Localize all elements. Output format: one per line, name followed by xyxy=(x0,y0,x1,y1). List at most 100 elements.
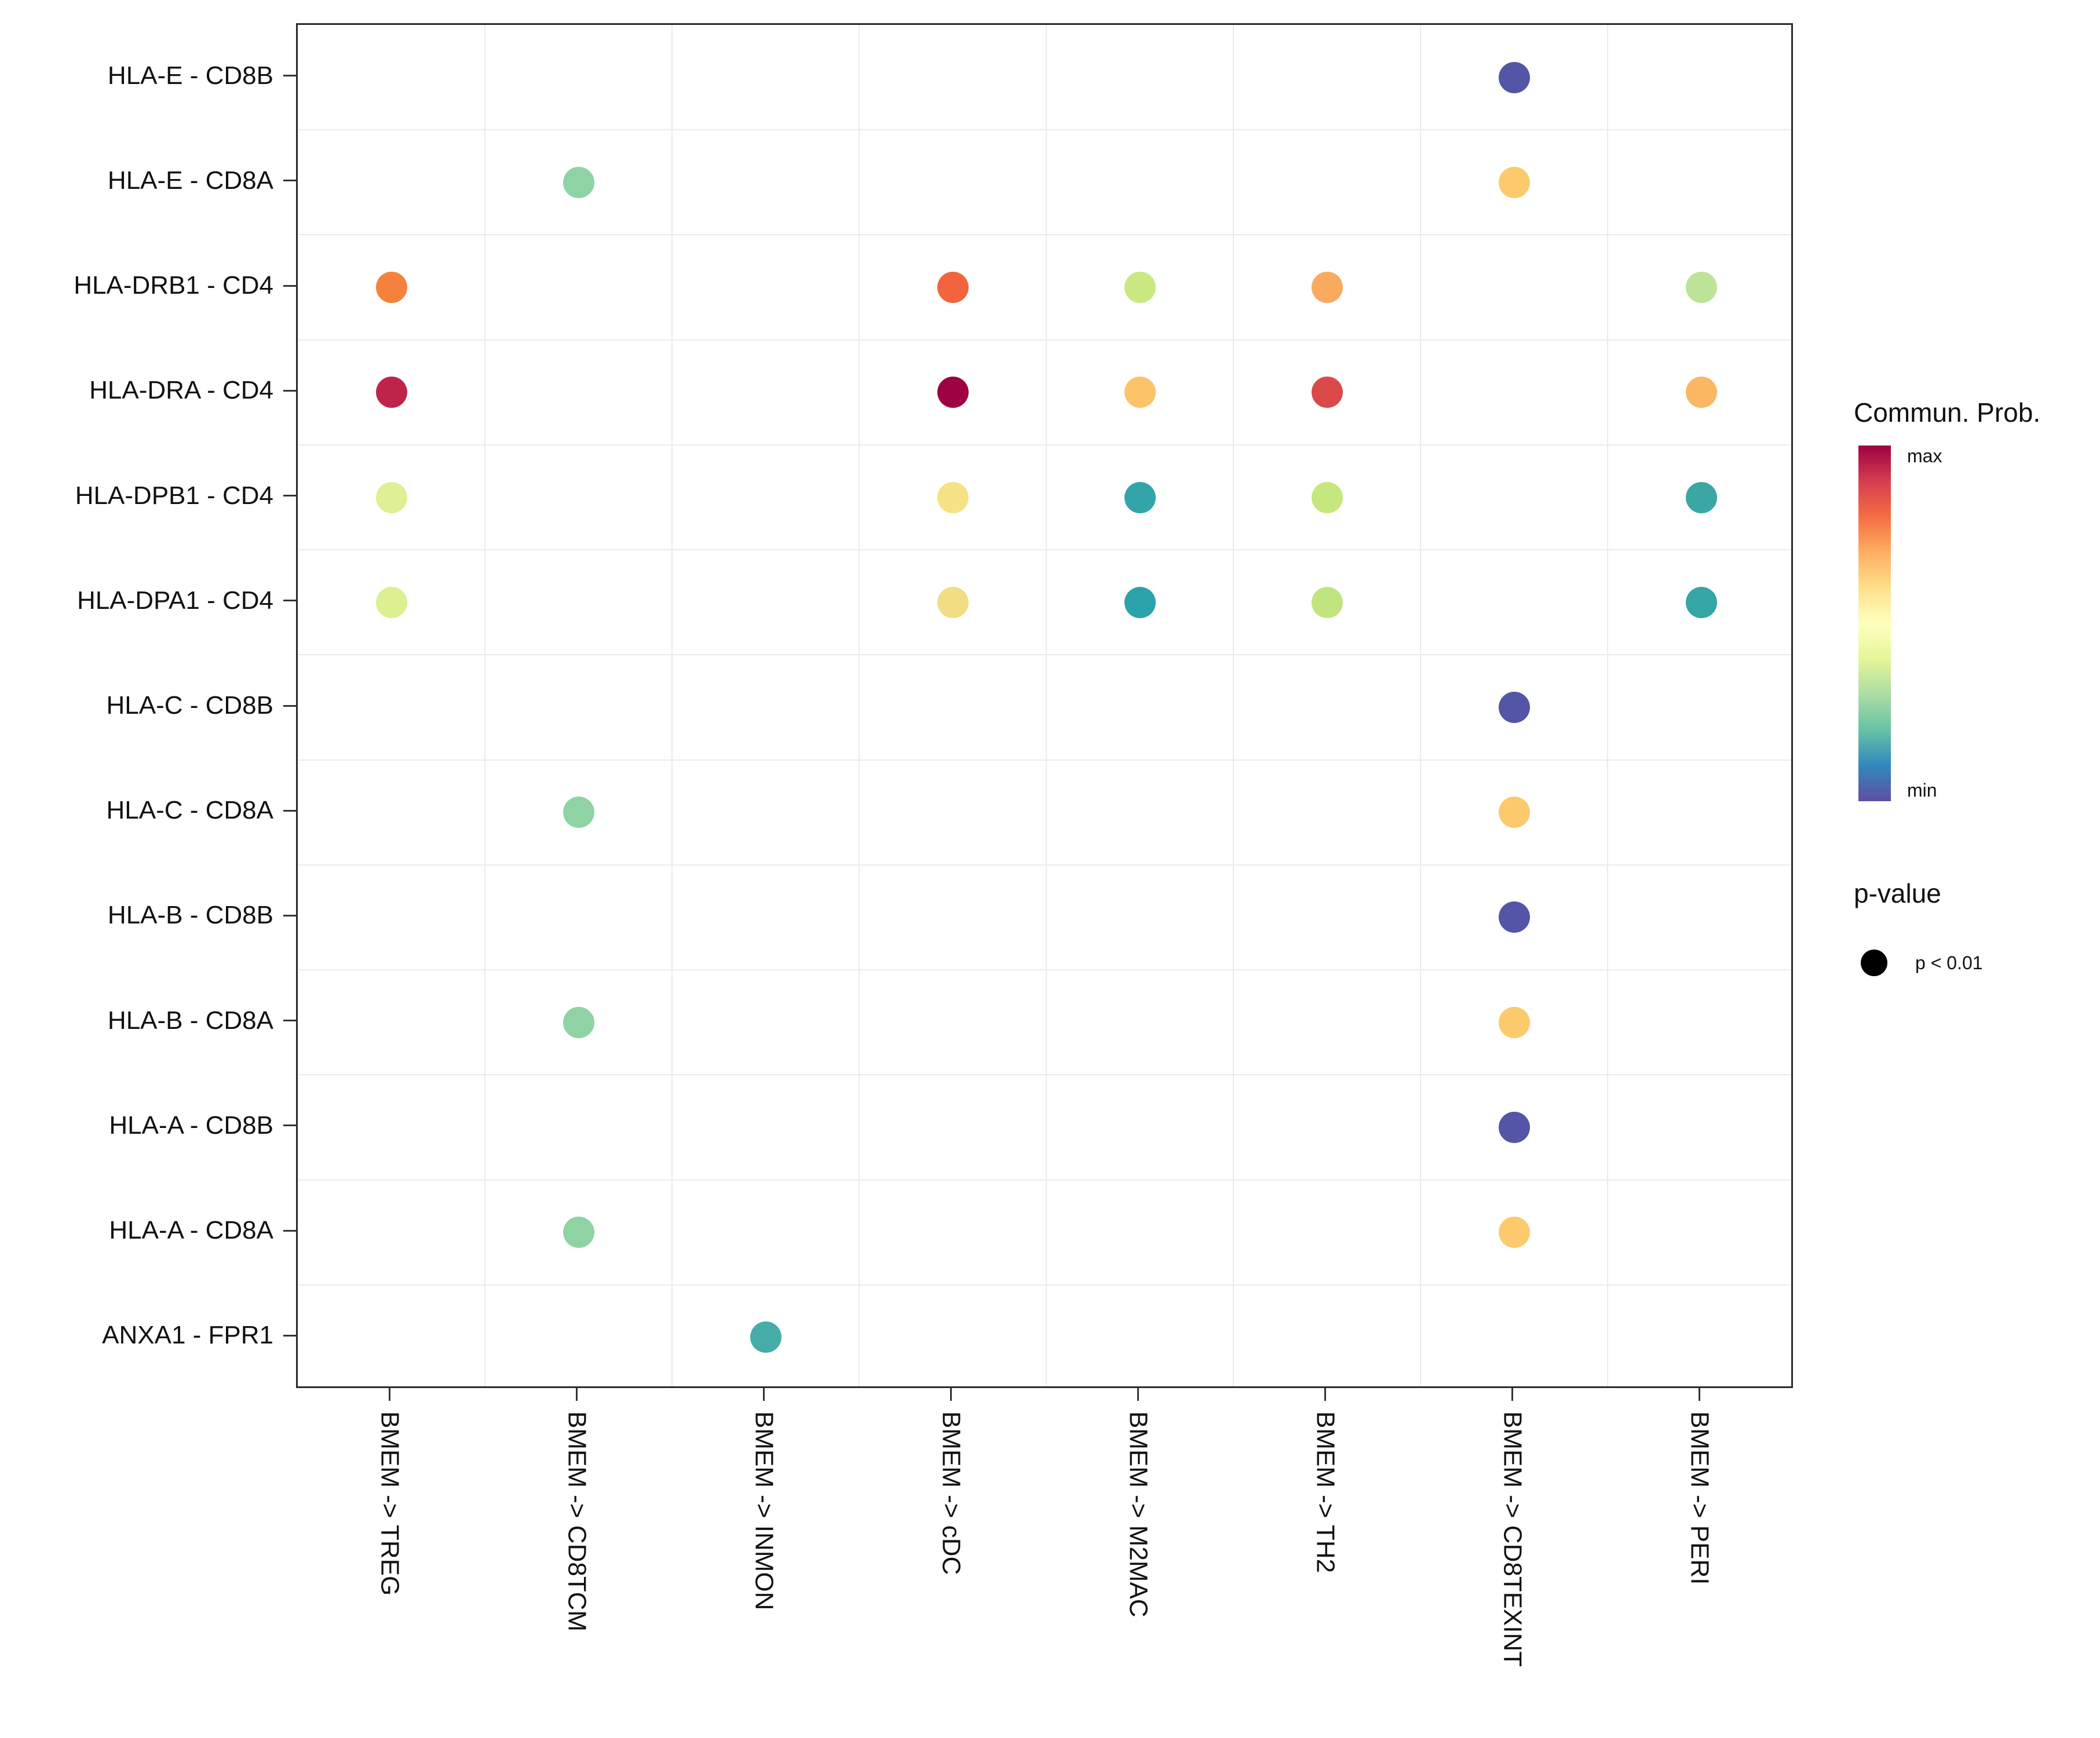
data-point xyxy=(1498,901,1530,933)
gridline-horizontal xyxy=(298,969,1791,971)
y-axis-tick xyxy=(283,809,296,812)
y-axis-tick xyxy=(283,284,296,287)
data-point xyxy=(1311,377,1343,408)
y-axis-label: HLA-DRB1 - CD4 xyxy=(74,271,273,300)
data-point xyxy=(1498,166,1530,198)
pvalue-dot-icon xyxy=(1861,950,1887,976)
y-axis-tick xyxy=(283,1020,296,1022)
x-axis-tick xyxy=(1511,1388,1513,1401)
data-point xyxy=(1124,586,1156,618)
y-axis-label: HLA-DPB1 - CD4 xyxy=(75,481,273,510)
y-axis-label: HLA-A - CD8B xyxy=(109,1111,273,1140)
x-axis-tick xyxy=(950,1388,952,1401)
pvalue-label: p < 0.01 xyxy=(1915,952,1983,973)
y-axis-tick xyxy=(283,914,296,917)
data-point xyxy=(563,1217,594,1248)
data-point xyxy=(1498,1006,1530,1038)
data-point xyxy=(375,272,407,304)
gridline-horizontal xyxy=(298,444,1791,446)
plot-panel xyxy=(296,23,1793,1388)
data-point xyxy=(563,1006,594,1038)
data-point xyxy=(937,481,969,513)
data-point xyxy=(1685,586,1717,618)
y-axis-tick xyxy=(283,1124,296,1127)
pvalue-legend-item: p < 0.01 xyxy=(1854,950,2100,976)
y-axis-label: HLA-C - CD8A xyxy=(106,796,274,825)
data-point xyxy=(1311,272,1343,304)
data-point xyxy=(375,481,407,513)
data-point xyxy=(1124,377,1156,408)
y-axis-label: HLA-C - CD8B xyxy=(106,691,274,720)
y-axis-tick xyxy=(283,600,296,602)
gridline-horizontal xyxy=(298,339,1791,341)
y-axis-tick xyxy=(283,704,296,707)
data-point xyxy=(563,166,594,198)
colorbar-wrap: max min xyxy=(1854,446,2100,801)
colorbar-title: Commun. Prob. xyxy=(1854,397,2041,428)
y-axis-label: HLA-E - CD8B xyxy=(107,61,273,90)
gridline-vertical xyxy=(1420,25,1421,1386)
y-axis-label: ANXA1 - FPR1 xyxy=(102,1321,273,1350)
x-axis-tick xyxy=(1137,1388,1139,1401)
data-point xyxy=(937,272,969,304)
data-point xyxy=(1685,377,1717,408)
y-axis-label: HLA-E - CD8A xyxy=(107,166,273,195)
colorbar-max-label: max xyxy=(1907,446,1942,466)
x-axis-label: BMEM -> CD8TEXINT xyxy=(1498,1411,1527,1667)
data-point xyxy=(1498,61,1530,93)
data-point xyxy=(1124,481,1156,513)
gridline-vertical xyxy=(1046,25,1047,1386)
x-axis-label: BMEM -> INMON xyxy=(750,1411,779,1611)
gridline-horizontal xyxy=(298,129,1791,131)
y-axis-tick xyxy=(283,180,296,182)
y-axis-label: HLA-B - CD8A xyxy=(107,1006,273,1035)
data-point xyxy=(1498,797,1530,828)
gridline-vertical xyxy=(671,25,673,1386)
x-axis-label: BMEM -> PERI xyxy=(1685,1411,1714,1585)
gridline-vertical xyxy=(1233,25,1234,1386)
data-point xyxy=(1124,272,1156,304)
data-point xyxy=(937,586,969,618)
gridline-horizontal xyxy=(298,1179,1791,1181)
x-axis-tick xyxy=(576,1388,578,1401)
legend: Commun. Prob. max min p-value p < 0.01 xyxy=(1854,397,2100,976)
data-point xyxy=(937,377,969,408)
data-point xyxy=(750,1321,781,1353)
y-axis-tick xyxy=(283,389,296,392)
x-axis-tick xyxy=(389,1388,390,1401)
colorbar-min-label: min xyxy=(1907,780,1937,801)
gridline-horizontal xyxy=(298,1074,1791,1076)
y-axis-label: HLA-DRA - CD4 xyxy=(89,376,273,405)
data-point xyxy=(1685,481,1717,513)
y-axis-label: HLA-A - CD8A xyxy=(109,1216,273,1245)
x-axis-label: BMEM -> TH2 xyxy=(1311,1411,1340,1573)
data-point xyxy=(1685,272,1717,304)
y-axis-tick xyxy=(283,1229,296,1232)
y-axis-label: HLA-DPA1 - CD4 xyxy=(76,586,273,615)
gridline-horizontal xyxy=(298,1284,1791,1286)
y-axis-tick xyxy=(283,495,296,497)
data-point xyxy=(563,797,594,828)
data-point xyxy=(375,586,407,618)
data-point xyxy=(1498,1217,1530,1248)
data-point xyxy=(1498,1111,1530,1143)
x-axis-label: BMEM -> TREG xyxy=(375,1411,404,1596)
data-point xyxy=(1311,586,1343,618)
x-axis-label: BMEM -> M2MAC xyxy=(1124,1411,1153,1617)
gridline-horizontal xyxy=(298,759,1791,761)
y-axis-tick xyxy=(283,75,296,77)
gridline-vertical xyxy=(1607,25,1608,1386)
gridline-vertical xyxy=(859,25,860,1386)
gridline-horizontal xyxy=(298,654,1791,656)
y-axis-label: HLA-B - CD8B xyxy=(107,901,273,930)
data-point xyxy=(1498,692,1530,723)
x-axis-tick xyxy=(763,1388,765,1401)
x-axis-tick xyxy=(1699,1388,1700,1401)
data-point xyxy=(375,377,407,408)
x-axis-label: BMEM -> CD8TCM xyxy=(563,1411,591,1632)
y-axis-tick xyxy=(283,1334,296,1337)
pvalue-title: p-value xyxy=(1854,878,1941,908)
gridline-horizontal xyxy=(298,549,1791,551)
gridline-horizontal xyxy=(298,234,1791,236)
